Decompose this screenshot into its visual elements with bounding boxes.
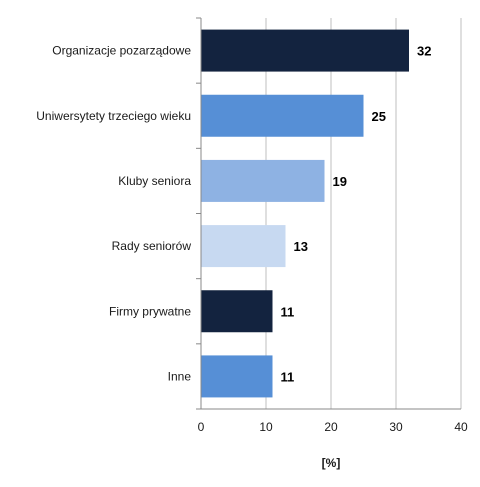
grid-lines (265, 18, 462, 409)
value-labels: 32 25 19 13 11 11 (281, 44, 432, 385)
category-label: Inne (168, 369, 192, 383)
bars (201, 29, 409, 398)
value-label: 32 (417, 44, 431, 59)
category-separators (196, 17, 201, 410)
x-tick-label: 0 (198, 420, 205, 434)
x-tick-label: 20 (324, 420, 338, 434)
value-label: 13 (294, 239, 308, 254)
category-label: Uniwersytety trzeciego wieku (36, 109, 191, 123)
category-label: Organizacje pozarządowe (52, 44, 191, 58)
x-axis-title: [%] (322, 456, 341, 470)
category-label: Rady seniorów (112, 239, 192, 253)
x-tick-labels: 0 10 20 30 40 (198, 420, 468, 434)
x-tick-label: 40 (454, 420, 468, 434)
value-label: 11 (281, 369, 295, 384)
bar-2 (201, 94, 364, 137)
value-label: 25 (372, 109, 386, 124)
bar-6 (201, 355, 273, 398)
bar-1 (201, 29, 409, 72)
category-label: Firmy prywatne (109, 304, 191, 318)
value-label: 11 (281, 304, 295, 319)
bar-5 (201, 290, 273, 333)
x-tick-label: 30 (389, 420, 403, 434)
category-labels: Organizacje pozarządowe Uniwersytety trze… (36, 44, 191, 384)
bar-3 (201, 159, 325, 202)
value-label: 19 (333, 174, 347, 189)
category-label: Kluby seniora (118, 174, 191, 188)
x-tick-label: 10 (259, 420, 273, 434)
bar-4 (201, 225, 286, 268)
